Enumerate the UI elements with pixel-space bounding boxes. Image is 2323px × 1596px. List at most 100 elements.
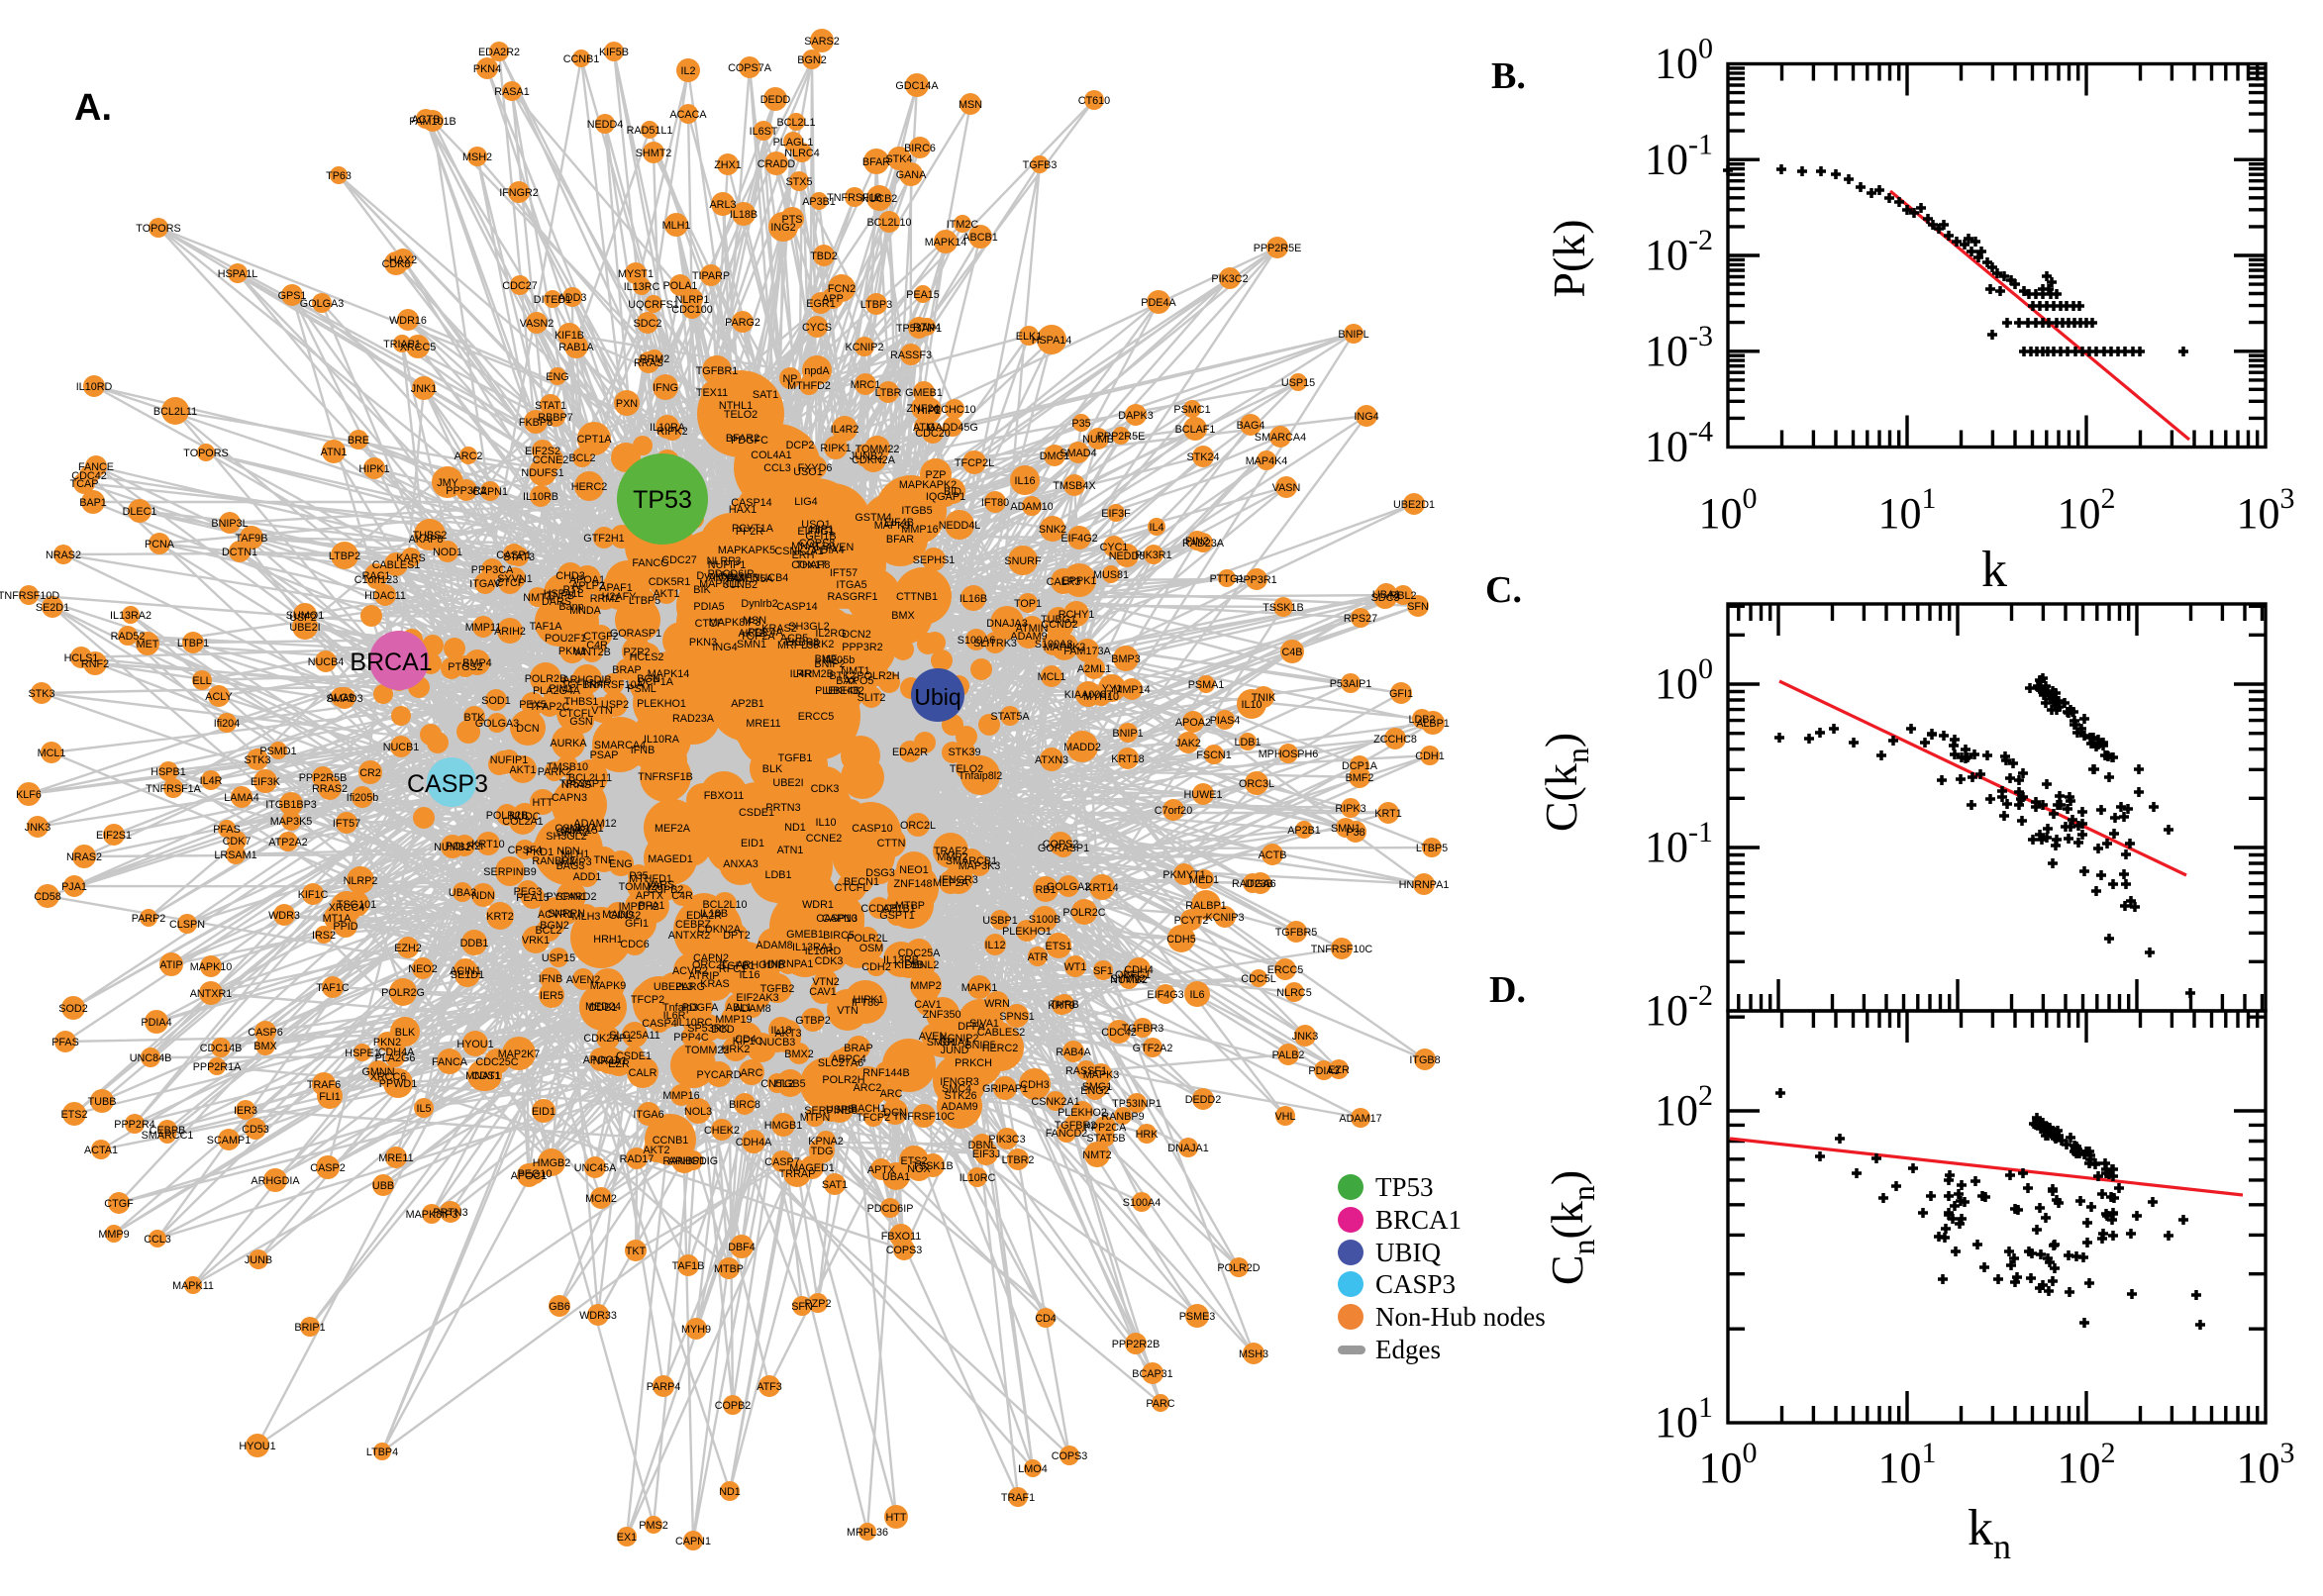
svg-text:MET: MET bbox=[137, 639, 159, 650]
svg-text:CDH4: CDH4 bbox=[1124, 964, 1153, 976]
svg-text:WDR33: WDR33 bbox=[579, 1310, 617, 1322]
svg-text:SNURF: SNURF bbox=[1004, 555, 1042, 567]
svg-text:ANTXR1: ANTXR1 bbox=[190, 988, 233, 1000]
svg-text:TAF1C: TAF1C bbox=[316, 982, 350, 994]
svg-text:COPS7A: COPS7A bbox=[728, 62, 772, 74]
svg-text:GTF2H1: GTF2H1 bbox=[583, 533, 624, 545]
svg-text:SYVN1: SYVN1 bbox=[497, 573, 532, 585]
svg-text:CASP14: CASP14 bbox=[776, 601, 817, 613]
svg-text:ETS2: ETS2 bbox=[60, 1109, 87, 1121]
svg-text:DSG3: DSG3 bbox=[865, 867, 894, 879]
svg-text:CAPN2: CAPN2 bbox=[693, 952, 729, 964]
svg-text:MAGED1: MAGED1 bbox=[789, 1162, 835, 1174]
svg-text:IL4R2: IL4R2 bbox=[831, 424, 859, 436]
svg-text:XPO5: XPO5 bbox=[846, 675, 874, 687]
svg-text:BTK: BTK bbox=[464, 712, 486, 724]
svg-text:PEA15: PEA15 bbox=[516, 892, 550, 904]
svg-text:CHEK2: CHEK2 bbox=[704, 1125, 740, 1137]
svg-text:ATMIN: ATMIN bbox=[1016, 623, 1049, 635]
svg-text:103: 103 bbox=[2237, 1437, 2295, 1492]
svg-text:FKBP8: FKBP8 bbox=[785, 637, 819, 648]
svg-text:PZP2: PZP2 bbox=[804, 1298, 831, 1310]
svg-text:HTT: HTT bbox=[886, 1512, 907, 1524]
svg-text:TCAP: TCAP bbox=[70, 478, 99, 490]
svg-text:KRT2: KRT2 bbox=[486, 911, 513, 923]
svg-text:CASP14: CASP14 bbox=[731, 497, 771, 509]
svg-text:IL4R: IL4R bbox=[200, 775, 223, 787]
svg-text:HMGB2: HMGB2 bbox=[533, 1157, 570, 1169]
svg-text:H2AFY: H2AFY bbox=[602, 591, 637, 603]
svg-text:LMO4: LMO4 bbox=[1018, 1463, 1047, 1475]
svg-text:IL16B: IL16B bbox=[960, 593, 987, 605]
svg-text:NOL3: NOL3 bbox=[684, 1106, 712, 1118]
svg-text:CDS1: CDS1 bbox=[472, 1070, 501, 1082]
svg-text:HCLS2: HCLS2 bbox=[630, 651, 664, 663]
svg-text:RBBP7: RBBP7 bbox=[538, 412, 572, 424]
svg-text:PCYT2: PCYT2 bbox=[1174, 915, 1209, 927]
svg-text:TNFRSF1B: TNFRSF1B bbox=[638, 771, 693, 783]
svg-text:LRSAM1: LRSAM1 bbox=[214, 849, 256, 861]
svg-text:MLH3: MLH3 bbox=[572, 911, 601, 923]
svg-text:TMSB4X: TMSB4X bbox=[1053, 480, 1095, 492]
svg-text:TNFRSF1A: TNFRSF1A bbox=[146, 783, 202, 795]
svg-text:SMARCA4: SMARCA4 bbox=[1255, 432, 1306, 444]
svg-text:GOLGA2: GOLGA2 bbox=[1047, 881, 1090, 893]
svg-text:HIP2: HIP2 bbox=[917, 405, 941, 417]
svg-text:HNRNPA1: HNRNPA1 bbox=[763, 958, 814, 970]
svg-text:PARK2: PARK2 bbox=[538, 766, 572, 778]
svg-text:GADD45G: GADD45G bbox=[927, 422, 978, 434]
svg-text:EZR: EZR bbox=[1328, 1064, 1350, 1076]
svg-text:EIF3K: EIF3K bbox=[251, 776, 281, 788]
svg-text:PPP2R4: PPP2R4 bbox=[114, 1119, 154, 1131]
svg-text:CDK7: CDK7 bbox=[223, 836, 252, 848]
svg-text:PRKCH: PRKCH bbox=[955, 1057, 992, 1069]
svg-text:CCNB1: CCNB1 bbox=[563, 53, 600, 65]
svg-text:ABCB1: ABCB1 bbox=[962, 232, 997, 244]
svg-text:RAD23B: RAD23B bbox=[1232, 878, 1273, 890]
svg-text:GMNN: GMNN bbox=[362, 1066, 395, 1078]
svg-text:Dynlrb2: Dynlrb2 bbox=[696, 570, 733, 582]
svg-text:CDC25C: CDC25C bbox=[475, 1056, 518, 1068]
svg-text:ACTB: ACTB bbox=[1259, 849, 1287, 861]
svg-text:XRCC6: XRCC6 bbox=[370, 1071, 407, 1083]
svg-text:CSNK2A1: CSNK2A1 bbox=[774, 546, 823, 557]
svg-text:ADAM12: ADAM12 bbox=[573, 818, 616, 830]
svg-text:RNF2: RNF2 bbox=[81, 658, 109, 670]
svg-text:ING4: ING4 bbox=[1354, 411, 1378, 423]
svg-text:SOD1: SOD1 bbox=[481, 695, 510, 707]
svg-text:NUFIP1: NUFIP1 bbox=[708, 559, 746, 571]
svg-text:B.: B. bbox=[1491, 55, 1526, 97]
svg-text:GMEB1: GMEB1 bbox=[786, 929, 824, 941]
svg-text:NMT4: NMT4 bbox=[523, 592, 552, 604]
svg-text:WRN: WRN bbox=[984, 998, 1010, 1010]
svg-text:NMT1: NMT1 bbox=[841, 665, 869, 677]
svg-text:NLRP3: NLRP3 bbox=[707, 555, 742, 567]
svg-text:CD53: CD53 bbox=[242, 1124, 269, 1136]
svg-text:AKT2: AKT2 bbox=[738, 628, 764, 640]
svg-text:Ubiq: Ubiq bbox=[914, 684, 960, 710]
svg-text:LTBP4: LTBP4 bbox=[366, 1446, 398, 1458]
svg-text:PFAS: PFAS bbox=[213, 824, 241, 836]
svg-text:LTBP5: LTBP5 bbox=[1416, 843, 1448, 854]
svg-text:TGFB2: TGFB2 bbox=[760, 983, 795, 995]
svg-text:BCL2L1: BCL2L1 bbox=[776, 117, 815, 129]
svg-text:MAPK8IP3: MAPK8IP3 bbox=[709, 617, 761, 629]
svg-text:BCL2: BCL2 bbox=[535, 925, 561, 937]
svg-text:POLR2I: POLR2I bbox=[446, 841, 483, 852]
svg-text:THBS2: THBS2 bbox=[413, 530, 448, 542]
svg-text:DEDD2: DEDD2 bbox=[1185, 1094, 1222, 1106]
svg-text:TGFBR1: TGFBR1 bbox=[696, 365, 739, 377]
svg-text:PIM1: PIM1 bbox=[549, 683, 573, 695]
svg-text:NUCB1: NUCB1 bbox=[383, 742, 420, 753]
svg-text:COL4A1: COL4A1 bbox=[751, 449, 791, 461]
svg-text:STK26: STK26 bbox=[944, 1090, 976, 1102]
svg-text:KLF6: KLF6 bbox=[16, 789, 42, 801]
svg-text:GB6: GB6 bbox=[549, 1301, 570, 1313]
svg-text:TFCP2: TFCP2 bbox=[857, 1112, 890, 1124]
svg-text:JMY: JMY bbox=[437, 477, 458, 489]
svg-text:POLR2L: POLR2L bbox=[847, 933, 887, 945]
svg-text:FCN2: FCN2 bbox=[828, 283, 856, 295]
svg-text:CASP10: CASP10 bbox=[852, 823, 892, 835]
svg-text:A.: A. bbox=[74, 87, 112, 129]
svg-text:UBIQ: UBIQ bbox=[1375, 1238, 1441, 1267]
